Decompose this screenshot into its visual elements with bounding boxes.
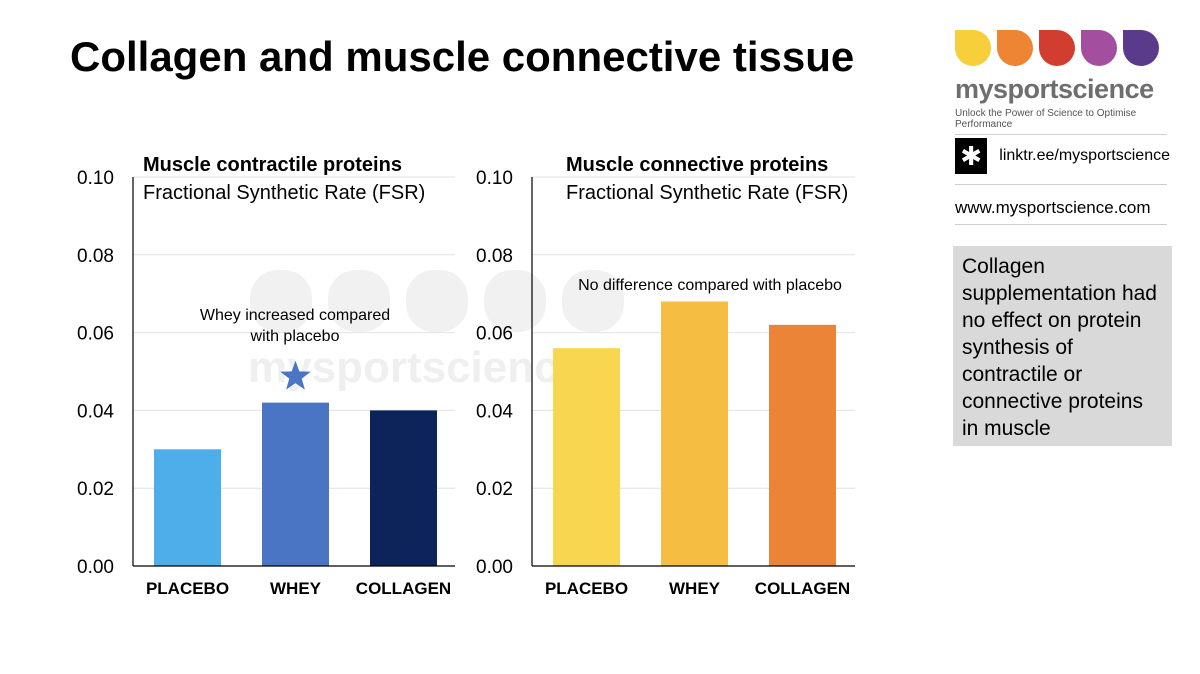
brand-name: mysportscience	[955, 74, 1154, 104]
watermark-text: mysportscience	[248, 343, 583, 392]
linktree-url[interactable]: linktr.ee/mysportscience	[999, 147, 1170, 164]
x-tick-label: WHEY	[270, 579, 322, 598]
bar	[262, 402, 329, 566]
website-link[interactable]: www.mysportscience.com	[955, 198, 1151, 217]
chart-title: Muscle connective proteins	[566, 154, 828, 176]
bar	[769, 324, 836, 566]
y-tick-label: 0.10	[476, 168, 513, 189]
y-tick-label: 0.02	[476, 479, 513, 500]
x-tick-label: PLACEBO	[545, 579, 628, 598]
y-tick-label: 0.08	[77, 246, 114, 267]
divider	[955, 134, 1167, 135]
linktree-icon: ✱	[955, 138, 988, 174]
brand-logo: mysportscience Unlock the Power of Scien…	[955, 30, 1170, 130]
bar	[154, 449, 221, 566]
summary-note: Collagen supplementation had no effect o…	[953, 246, 1172, 446]
logo-drop	[1123, 30, 1159, 66]
logo-drop	[955, 30, 991, 66]
page-title: Collagen and muscle connective tissue	[70, 33, 855, 80]
chart-subtitle: Fractional Synthetic Rate (FSR)	[566, 182, 848, 204]
chart-title: Muscle contractile proteins	[143, 154, 402, 176]
bar	[370, 410, 437, 566]
y-tick-label: 0.06	[476, 324, 513, 345]
y-tick-label: 0.02	[77, 479, 114, 500]
chart-annotation: No difference compared with placebo	[578, 277, 842, 294]
y-tick-label: 0.00	[476, 557, 513, 578]
x-tick-label: COLLAGEN	[356, 579, 451, 598]
bar	[661, 301, 728, 566]
linktree-link[interactable]: ✱ linktr.ee/mysportscience	[955, 138, 1170, 174]
logo-drop	[1081, 30, 1117, 66]
y-tick-label: 0.04	[476, 401, 513, 422]
charts-area: mysportscience 0.00 0.02 0.04 0.06 0.08 0.10 PL…	[77, 154, 855, 598]
watermark-drop	[484, 270, 546, 332]
chart-annotation: with placebo	[250, 328, 340, 345]
watermark-drop	[328, 270, 390, 332]
y-tick-label: 0.04	[77, 401, 114, 422]
bar	[553, 348, 620, 566]
watermark: mysportscience	[248, 270, 624, 392]
logo-drop	[997, 30, 1033, 66]
divider	[955, 184, 1167, 185]
chart-subtitle: Fractional Synthetic Rate (FSR)	[143, 182, 425, 204]
x-tick-label: COLLAGEN	[755, 579, 850, 598]
divider	[955, 224, 1167, 225]
watermark-drop	[562, 270, 624, 332]
chart-annotation: Whey increased compared	[200, 307, 390, 324]
significance-star-icon	[280, 360, 311, 390]
y-tick-label: 0.06	[77, 324, 114, 345]
y-tick-label: 0.10	[77, 168, 114, 189]
logo-drop	[1039, 30, 1075, 66]
watermark-drop	[250, 270, 312, 332]
y-tick-label: 0.00	[77, 557, 114, 578]
logo-drops	[955, 30, 1170, 72]
brand-tagline: Unlock the Power of Science to Optimise …	[955, 108, 1137, 130]
x-tick-label: PLACEBO	[146, 579, 229, 598]
watermark-drop	[406, 270, 468, 332]
y-tick-label: 0.08	[476, 246, 513, 267]
x-tick-label: WHEY	[669, 579, 721, 598]
